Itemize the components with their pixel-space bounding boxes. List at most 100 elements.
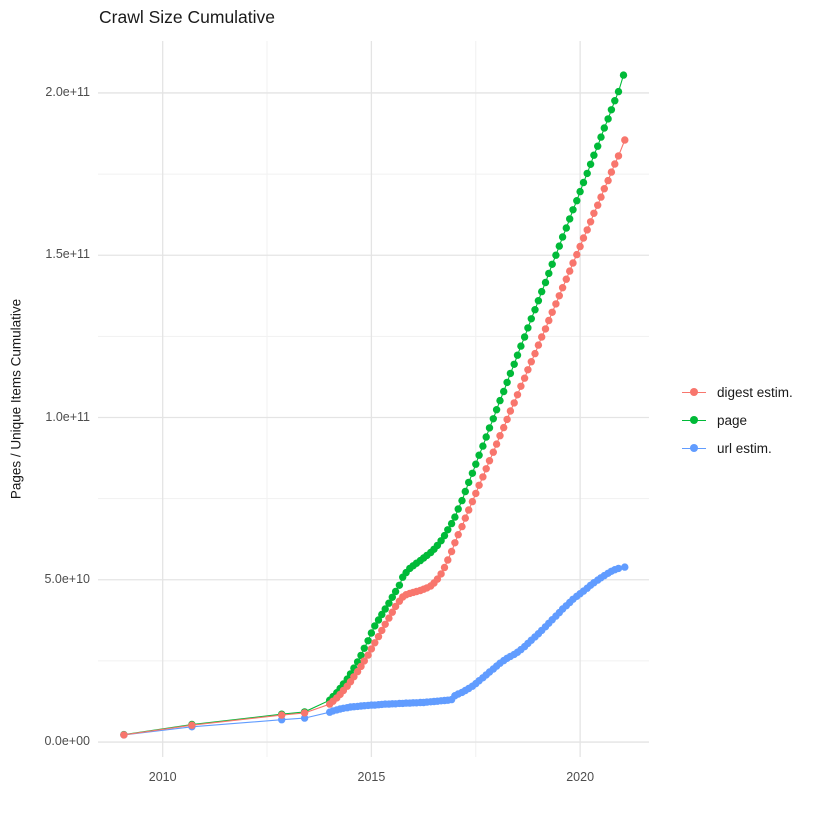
x-tick-label: 2015: [357, 770, 386, 784]
data-point: [541, 325, 550, 333]
data-point: [619, 71, 628, 79]
data-point: [558, 233, 567, 241]
data-point: [552, 251, 560, 259]
data-point: [374, 616, 383, 624]
data-point: [492, 406, 501, 414]
data-point: [573, 250, 581, 259]
y-tick-label: 5.0e+10: [44, 571, 90, 586]
data-point: [569, 259, 577, 267]
data-point: [360, 644, 368, 652]
data-point: [440, 531, 449, 540]
data-point: [545, 269, 553, 278]
data-point: [548, 260, 556, 268]
data-point: [517, 342, 525, 350]
data-point: [391, 587, 400, 596]
data-point: [485, 457, 494, 465]
data-point: [531, 349, 539, 358]
plot-panel: [98, 41, 649, 757]
data-point: [357, 651, 365, 660]
legend-entry-page: page: [682, 406, 793, 434]
data-point: [447, 547, 456, 556]
data-point: [451, 539, 459, 547]
data-point: [468, 469, 477, 477]
data-point: [555, 292, 563, 300]
data-point: [597, 193, 605, 201]
data-point: [541, 278, 550, 287]
y-tick-label: 2.0e+11: [45, 84, 90, 99]
data-point: [440, 563, 449, 572]
data-point: [385, 599, 393, 607]
legend-dot-icon: [690, 388, 698, 396]
x-tick-label: 2020: [566, 770, 595, 784]
data-point: [496, 432, 504, 440]
data-point: [482, 465, 490, 473]
data-point: [538, 333, 546, 341]
data-point: [600, 124, 608, 132]
data-point: [510, 399, 518, 407]
data-point: [517, 382, 525, 390]
data-point: [278, 711, 286, 719]
data-point: [465, 478, 473, 487]
data-point: [461, 514, 469, 522]
data-point: [458, 496, 466, 505]
data-point: [614, 152, 623, 160]
data-point: [475, 481, 483, 489]
legend-label-url-estim: url estim.: [717, 440, 772, 456]
legend: digest estim. page url estim.: [682, 378, 793, 462]
data-point: [552, 300, 560, 308]
data-point: [527, 315, 535, 323]
data-point: [472, 489, 480, 498]
data-point: [367, 645, 376, 653]
series-digest-estim: [120, 136, 629, 739]
data-point: [604, 115, 612, 123]
data-point: [374, 632, 383, 641]
data-point: [479, 442, 487, 450]
data-point: [558, 284, 567, 292]
data-point: [489, 448, 497, 456]
data-point: [614, 564, 623, 573]
data-point: [594, 142, 602, 150]
legend-dot-icon: [690, 444, 698, 452]
data-point: [472, 460, 480, 468]
y-tick-label: 0.0e+00: [44, 734, 90, 749]
data-point: [489, 415, 497, 423]
data-point: [510, 360, 518, 368]
data-point: [503, 415, 511, 424]
data-point: [534, 341, 543, 349]
data-point: [447, 519, 456, 528]
legend-key-digest-estim-icon: [682, 387, 706, 397]
y-tick-label: 1.5e+11: [45, 247, 90, 262]
data-point: [583, 226, 591, 234]
legend-label-digest-estim: digest estim.: [717, 384, 793, 400]
data-point: [492, 440, 501, 448]
data-point: [621, 563, 629, 571]
data-point: [566, 215, 574, 223]
data-point: [350, 673, 358, 681]
data-point: [562, 224, 570, 232]
data-point: [360, 657, 368, 665]
data-point: [458, 522, 466, 531]
data-point: [607, 106, 616, 114]
data-point: [611, 160, 619, 168]
data-point: [120, 731, 128, 739]
data-point: [590, 151, 598, 159]
data-point: [569, 206, 577, 214]
data-point: [527, 358, 535, 366]
legend-entry-digest-estim: digest estim.: [682, 378, 793, 406]
data-point: [465, 506, 473, 514]
data-point: [520, 333, 529, 341]
data-point: [500, 387, 508, 396]
data-point: [548, 308, 556, 316]
data-point: [531, 306, 539, 314]
data-point: [545, 316, 553, 325]
data-point: [461, 487, 469, 496]
data-point: [367, 629, 376, 637]
data-point: [381, 605, 389, 613]
data-point: [451, 513, 459, 521]
data-point: [454, 505, 462, 513]
data-point: [524, 324, 532, 332]
data-point: [607, 168, 616, 176]
data-point: [513, 391, 522, 399]
series-url-estim: [120, 563, 629, 739]
data-point: [573, 197, 581, 205]
